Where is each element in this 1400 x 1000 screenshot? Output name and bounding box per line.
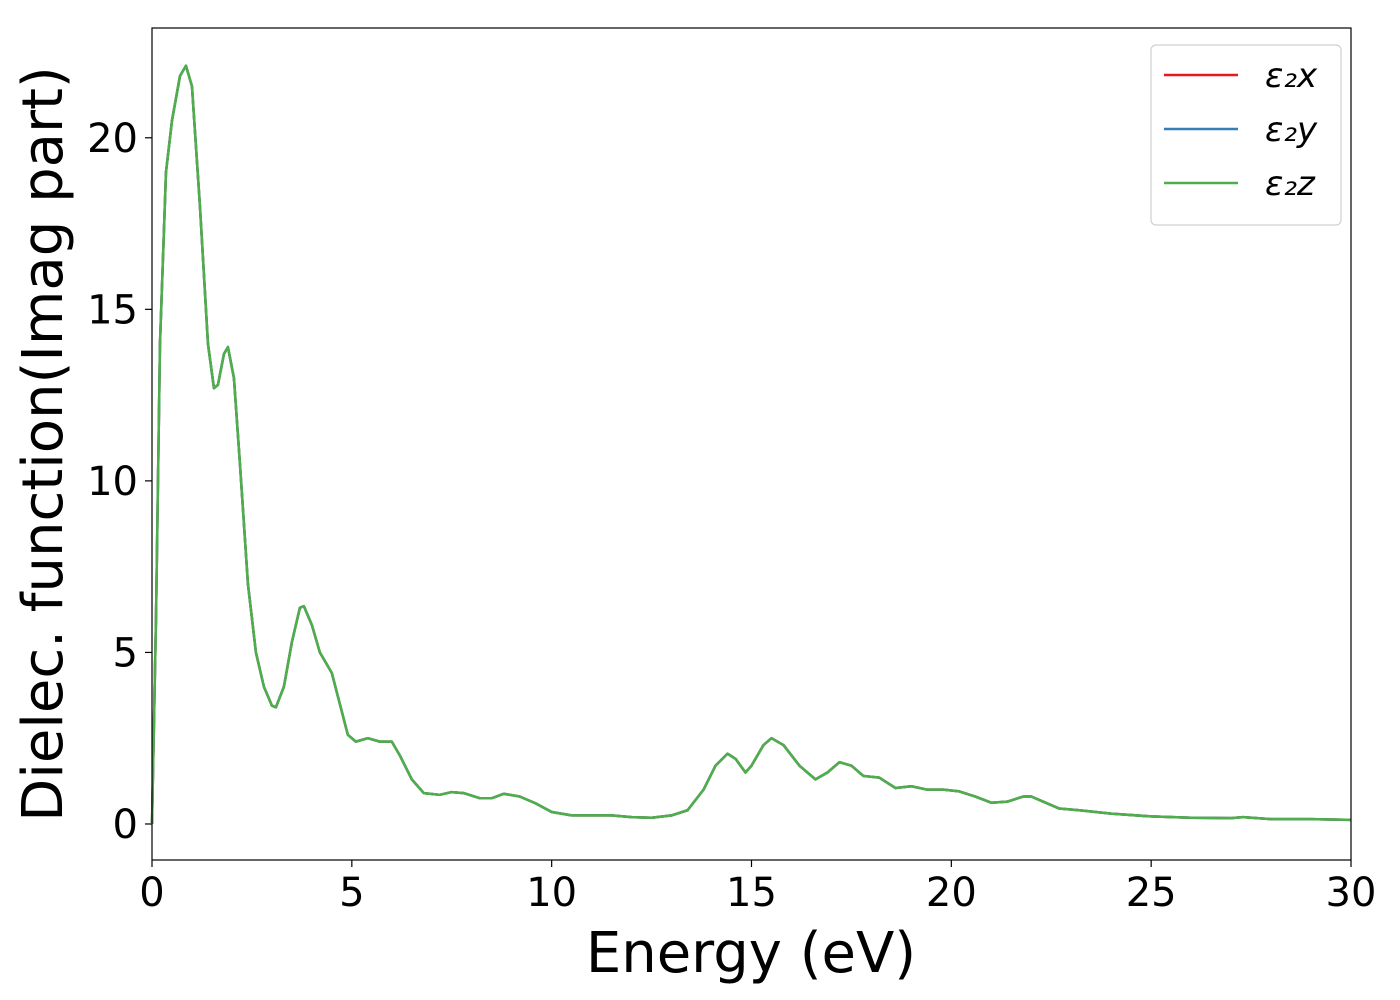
x-axis-label: Energy (eV) <box>586 921 916 986</box>
legend-label: ε₂y <box>1265 110 1318 150</box>
x-tick-label: 20 <box>926 870 977 916</box>
line-series <box>150 64 1352 825</box>
x-tick-label: 0 <box>139 870 164 916</box>
y-tick-label: 5 <box>113 630 138 676</box>
legend-box <box>1150 44 1342 226</box>
y-tick-label: 20 <box>87 116 138 162</box>
x-tick-label: 10 <box>526 870 577 916</box>
plot-frame <box>151 27 1352 861</box>
y-tick-label: 0 <box>113 802 138 848</box>
y-tick-label: 10 <box>87 459 138 505</box>
x-tick-label: 5 <box>339 870 364 916</box>
legend-label: ε₂z <box>1265 164 1316 204</box>
x-tick-label: 25 <box>1126 870 1177 916</box>
y-tick-label: 15 <box>87 287 138 333</box>
x-tick-label: 30 <box>1326 870 1377 916</box>
y-axis-label: Dielec. function(Imag part) <box>11 66 76 822</box>
legend-label: ε₂x <box>1265 56 1318 96</box>
x-tick-label: 15 <box>726 870 777 916</box>
